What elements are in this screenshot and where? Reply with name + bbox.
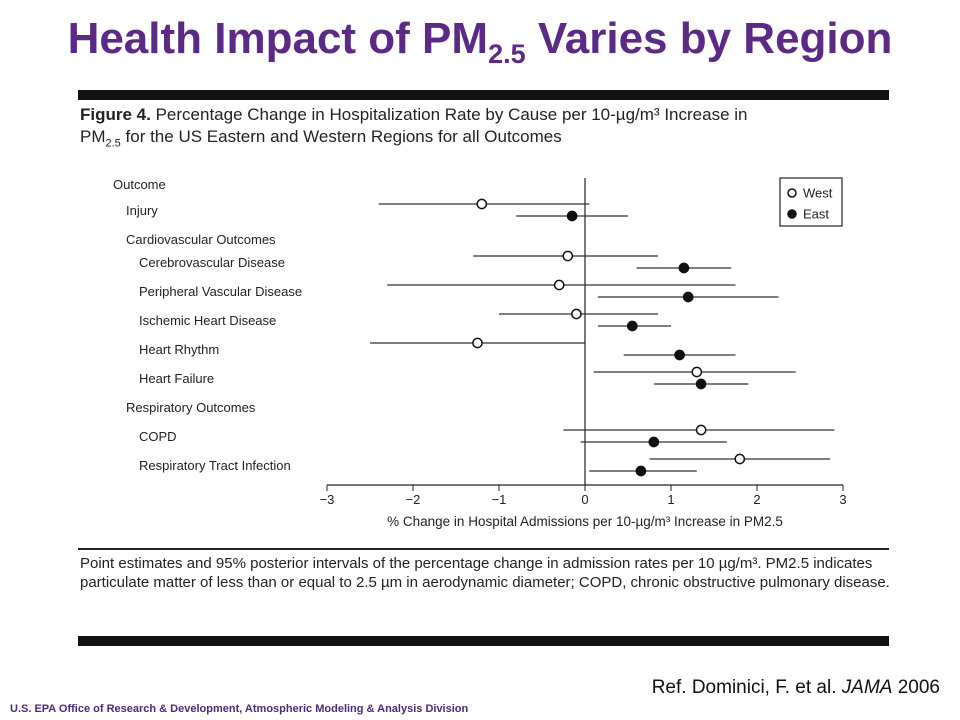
legend-west-marker (787, 188, 797, 198)
figure-caption: Figure 4. Percentage Change in Hospitali… (80, 105, 748, 150)
outcome-label: Ischemic Heart Disease (139, 313, 276, 328)
west-point (734, 453, 746, 465)
west-point (562, 250, 574, 262)
x-tick-label: −1 (492, 492, 507, 507)
outcome-label: Cardiovascular Outcomes (126, 232, 276, 247)
east-point (678, 262, 690, 274)
legend-east-marker (787, 209, 797, 219)
outcome-label: Respiratory Outcomes (126, 400, 256, 415)
legend-label: West (803, 186, 833, 201)
x-tick-label: 2 (753, 492, 760, 507)
outcome-label: Heart Rhythm (139, 342, 219, 357)
agency-footer: U.S. EPA Office of Research & Developmen… (10, 703, 469, 715)
slide-title: Health Impact of PM2.5 Varies by Region (67, 14, 893, 69)
figure-top-rule (78, 90, 889, 100)
outcome-label: Respiratory Tract Infection (139, 458, 291, 473)
figure-divider (78, 548, 889, 550)
x-tick-label: −3 (320, 492, 335, 507)
x-tick-label: 0 (581, 492, 588, 507)
west-point (691, 366, 703, 378)
figure-label: Figure 4. (80, 105, 151, 124)
east-point (626, 320, 638, 332)
x-tick-label: 1 (667, 492, 674, 507)
east-point (566, 210, 578, 222)
east-point (682, 291, 694, 303)
outcome-label: COPD (139, 429, 177, 444)
east-point (635, 465, 647, 477)
outcome-label: Heart Failure (139, 371, 214, 386)
x-tick-label: −2 (406, 492, 421, 507)
east-point (695, 378, 707, 390)
west-point (476, 198, 488, 210)
outcome-label: Cerebrovascular Disease (139, 255, 285, 270)
outcome-header-label: Outcome (113, 177, 166, 192)
west-point (571, 308, 582, 320)
reference: Ref. Dominici, F. et al. JAMA 2006 (651, 677, 940, 698)
east-point (674, 349, 685, 361)
east-point (648, 436, 660, 448)
outcome-label: Peripheral Vascular Disease (139, 284, 302, 299)
legend-label: East (803, 207, 829, 222)
figure-footnote: Point estimates and 95% posterior interv… (80, 555, 890, 591)
west-point (553, 279, 565, 291)
figure-bottom-rule (78, 636, 889, 646)
x-axis-label: % Change in Hospital Admissions per 10-µ… (387, 514, 783, 529)
outcome-label: Injury (126, 203, 158, 218)
west-point (472, 337, 483, 349)
west-point (695, 424, 707, 436)
x-tick-label: 3 (839, 492, 846, 507)
